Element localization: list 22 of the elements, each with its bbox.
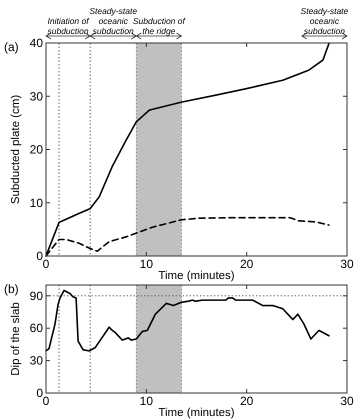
x-tick-label: 20 [240, 394, 254, 408]
text: Subduction of the ridge [132, 16, 187, 36]
text: Initiation of subduction [48, 16, 90, 36]
y-tick-label: 10 [30, 196, 44, 210]
chart-title: (b) [4, 282, 19, 296]
x-tick-label: 10 [140, 394, 154, 408]
x-tick-label: 10 [140, 257, 154, 271]
x-tick-label: 20 [240, 257, 254, 271]
y-axis-title: Subducted plate (cm) [10, 94, 22, 204]
x-axis-title: Time (minutes) [158, 270, 235, 282]
chart-title: (a) [4, 40, 19, 54]
x-axis-title: Time (minutes) [158, 407, 235, 419]
y-tick-label: 40 [30, 36, 44, 50]
x-tick-label: 30 [340, 257, 354, 271]
y-tick-label: 30 [30, 89, 44, 104]
y-tick-label: 20 [30, 142, 44, 156]
y-tick-label: 30 [30, 354, 44, 368]
text: Steady-state oceanic subduction [300, 6, 349, 36]
y-tick-label: 90 [30, 288, 44, 303]
y-tick-label: 60 [30, 321, 44, 336]
y-axis-title: Dip of the slab [10, 302, 22, 376]
x-tick-label: 30 [340, 394, 354, 408]
